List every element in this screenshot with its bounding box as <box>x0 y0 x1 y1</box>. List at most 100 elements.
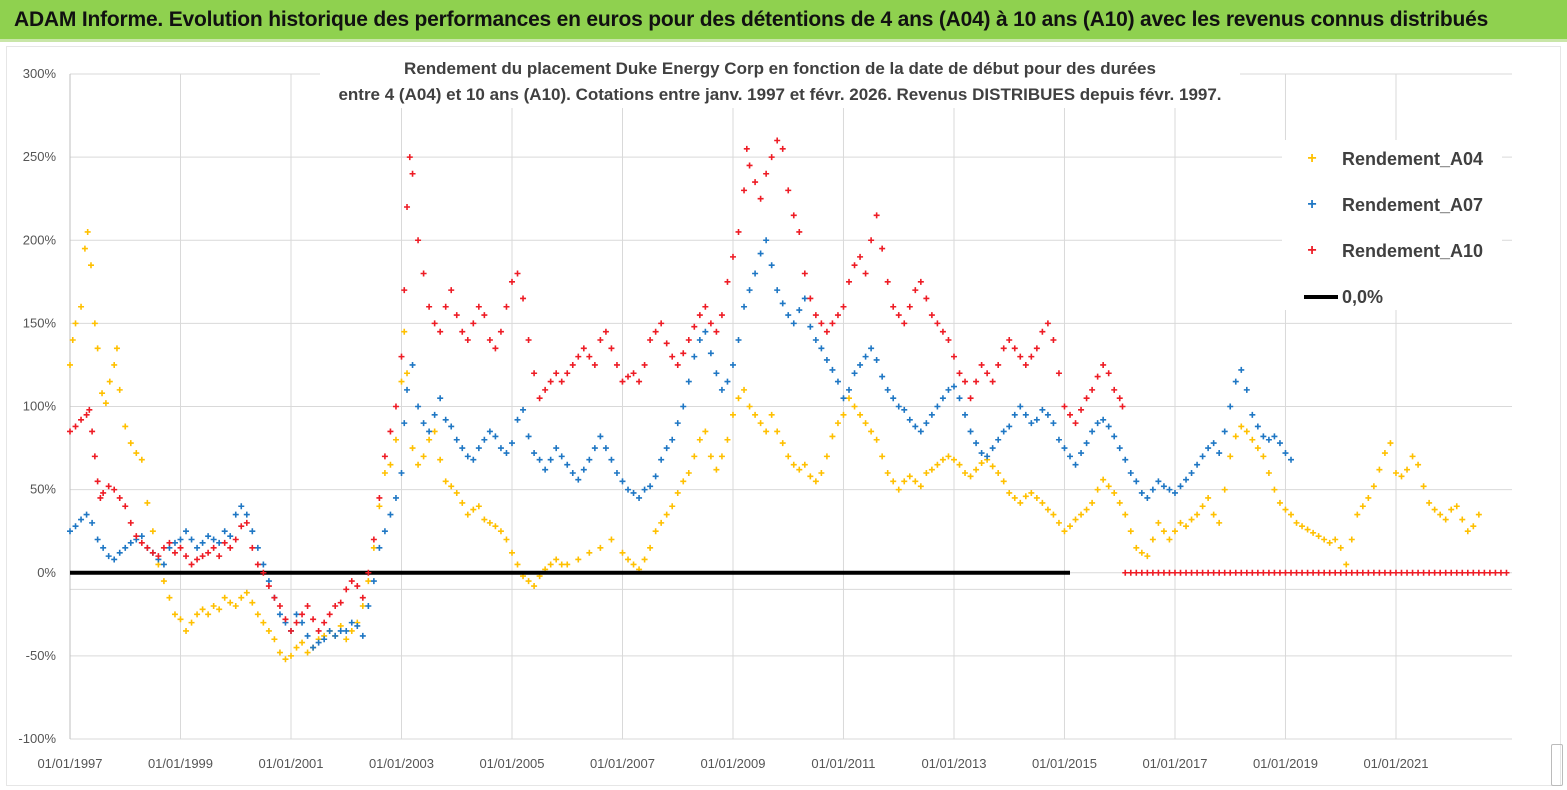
data-point <box>1183 523 1190 530</box>
data-point <box>199 539 206 546</box>
data-point <box>1006 489 1013 496</box>
data-point <box>1310 569 1317 576</box>
data-point <box>995 436 1002 443</box>
data-point <box>928 312 935 319</box>
data-point <box>735 337 742 343</box>
data-point <box>1343 569 1350 576</box>
data-point <box>1299 569 1306 576</box>
data-point <box>873 212 880 219</box>
data-point <box>989 378 996 385</box>
data-point <box>392 403 399 410</box>
data-point <box>381 528 388 535</box>
data-point <box>652 528 659 535</box>
data-point <box>442 478 449 485</box>
data-point <box>111 361 118 368</box>
data-point <box>768 411 775 418</box>
series-rendement_a04 <box>67 228 1482 663</box>
data-point <box>1426 569 1433 576</box>
data-point <box>801 295 808 302</box>
data-point <box>1497 569 1504 576</box>
data-point <box>520 295 527 302</box>
data-point <box>995 361 1002 368</box>
data-point <box>127 440 134 447</box>
data-point <box>299 611 306 618</box>
data-point <box>1078 450 1085 457</box>
data-point <box>227 599 234 606</box>
data-point <box>437 456 444 463</box>
data-point <box>796 466 803 473</box>
data-point <box>1067 411 1074 418</box>
data-point <box>564 561 571 568</box>
data-point <box>177 544 184 551</box>
data-point <box>1404 466 1411 473</box>
data-point <box>823 356 830 363</box>
data-point <box>785 187 792 194</box>
data-point <box>376 503 383 510</box>
data-point <box>790 461 797 468</box>
data-point <box>1254 423 1261 430</box>
data-point <box>205 611 212 618</box>
data-point <box>774 137 781 144</box>
data-point <box>1210 569 1217 576</box>
data-point <box>1160 483 1167 490</box>
data-point <box>950 383 957 390</box>
data-point <box>1249 436 1256 443</box>
data-point <box>1188 470 1195 476</box>
data-point <box>978 460 985 467</box>
data-point <box>1365 569 1372 576</box>
data-point <box>1072 516 1079 523</box>
x-tick-label: 01/01/2019 <box>1253 756 1318 771</box>
data-point <box>757 195 764 202</box>
data-point <box>420 453 427 460</box>
x-tick-label: 01/01/2003 <box>369 756 434 771</box>
data-point <box>310 644 317 651</box>
data-point <box>67 361 73 368</box>
data-point <box>1315 533 1322 540</box>
data-point <box>1321 536 1328 543</box>
data-point <box>840 395 847 402</box>
data-point <box>243 519 250 526</box>
data-point <box>669 353 676 360</box>
data-point <box>564 461 571 468</box>
data-point <box>94 536 101 543</box>
data-point <box>448 287 455 294</box>
data-point <box>1254 445 1261 452</box>
data-point <box>1011 345 1018 352</box>
data-point <box>470 320 477 327</box>
data-point <box>249 544 256 551</box>
data-point <box>1094 420 1101 427</box>
data-point <box>735 228 742 235</box>
data-point <box>939 395 946 402</box>
data-point <box>630 489 637 496</box>
data-point <box>658 456 665 463</box>
data-point <box>741 187 748 194</box>
data-point <box>265 627 272 634</box>
data-point <box>406 154 413 161</box>
data-point <box>801 270 808 277</box>
data-point <box>1376 569 1383 576</box>
chart-title-line-2: entre 4 (A04) et 10 ans (A10). Cotations… <box>338 85 1222 104</box>
data-point <box>984 453 991 460</box>
data-point <box>1022 411 1029 418</box>
data-point <box>122 503 129 510</box>
data-point <box>647 483 654 490</box>
data-point <box>415 237 422 244</box>
data-point <box>774 428 781 435</box>
data-point <box>597 544 604 551</box>
data-point <box>1100 416 1107 423</box>
data-point <box>492 433 499 440</box>
data-point <box>1067 523 1074 530</box>
data-point <box>967 473 974 480</box>
chart-legend: + Rendement_A04 + Rendement_A07 + Rendem… <box>1282 140 1502 310</box>
data-point <box>426 428 433 435</box>
data-point <box>790 320 797 327</box>
data-point <box>287 652 294 659</box>
data-point <box>741 386 748 393</box>
data-point <box>1392 470 1399 476</box>
data-point <box>188 536 195 543</box>
scroll-handle-icon[interactable] <box>1551 744 1563 786</box>
data-point <box>906 416 913 423</box>
data-point <box>812 312 819 319</box>
data-point <box>1000 345 1007 352</box>
data-point <box>122 544 129 551</box>
